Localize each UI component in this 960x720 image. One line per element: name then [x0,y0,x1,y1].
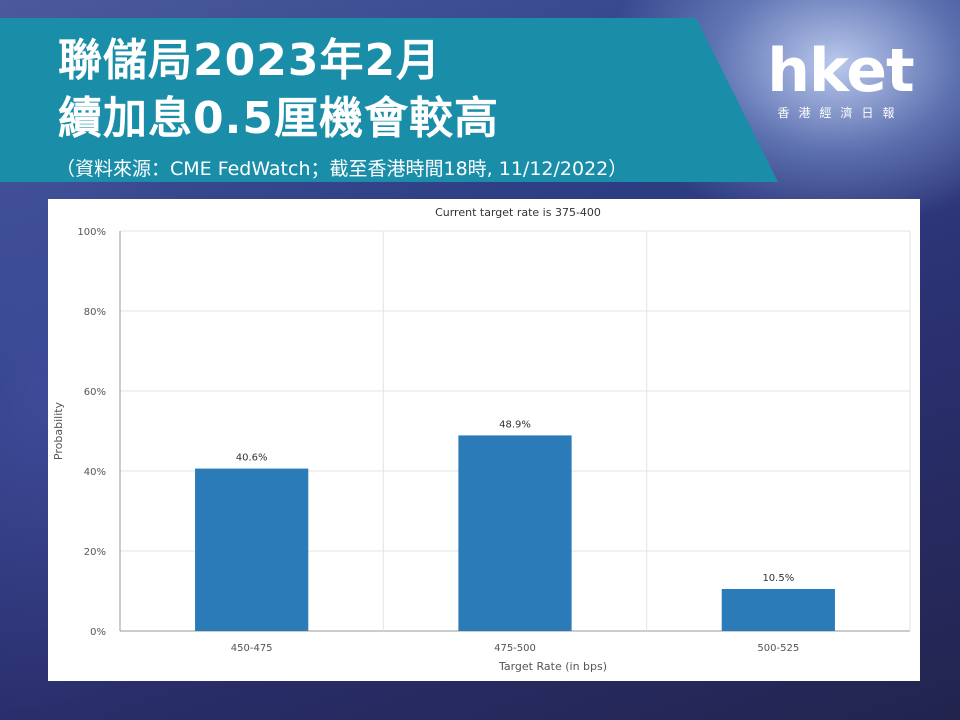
bar-value-label: 10.5% [762,573,794,584]
bar [458,435,572,631]
bar-chart: 0% 20% 40% 60% 80% 100% 40.6% 450-475 48.9% 475-5… [52,206,911,673]
chart-panel: 0% 20% 40% 60% 80% 100% 40.6% 450-475 48.9% 475-5… [48,199,920,681]
x-tick-label: 475-500 [494,643,536,654]
chart-title: Current target rate is 375-400 [435,206,601,219]
x-tick-label: 500-525 [757,643,799,654]
headline-line-1: 聯儲局2023年2月 [58,35,442,86]
y-tick-label: 60% [84,387,106,398]
y-tick-label: 100% [77,227,106,238]
bar [195,468,309,631]
headline-line-2: 續加息0.5厘機會較高 [58,93,499,144]
bar-value-label: 48.9% [499,419,531,430]
bar-value-label: 40.6% [236,453,268,464]
bar [721,589,835,631]
y-tick-label: 0% [90,627,106,638]
y-tick-label: 20% [84,547,106,558]
y-axis-label: Probability [52,401,65,460]
y-tick-label: 40% [84,467,106,478]
logo-wordmark: hket [767,36,914,106]
logo-subtitle: 香港經濟日報 [777,106,904,120]
source-note: （資料來源：CME FedWatch；截至香港時間18時, 11/12/2022… [56,158,628,180]
y-tick-label: 80% [84,307,106,318]
title-banner [0,18,778,182]
hket-logo: hket 香港經濟日報 [758,40,923,130]
x-tick-label: 450-475 [231,643,273,654]
x-axis-label: Target Rate (in bps) [498,660,607,673]
